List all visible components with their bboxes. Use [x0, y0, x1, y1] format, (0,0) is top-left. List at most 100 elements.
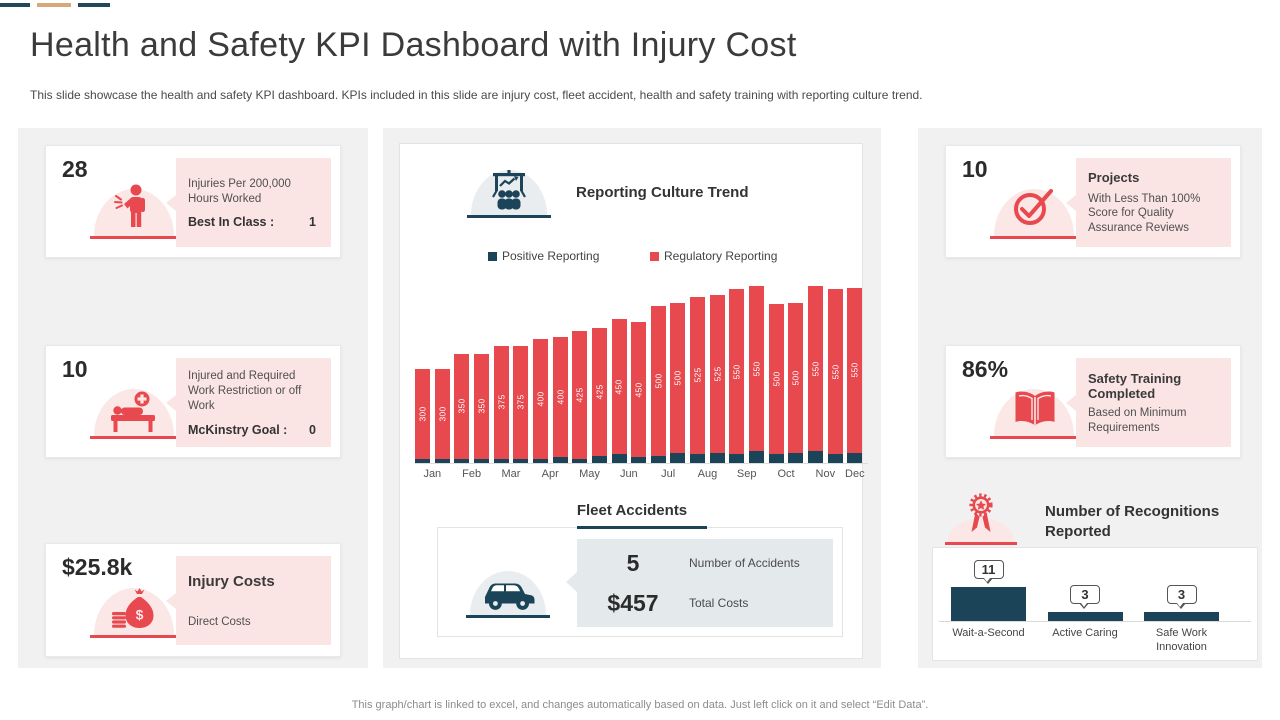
injured-person-icon — [112, 183, 156, 235]
recognition-category-label: Safe Work Innovation — [1155, 627, 1208, 653]
bar-value-label: 350 — [476, 398, 487, 414]
accent-bar — [0, 3, 30, 7]
kpi-description: Based on Minimum Requirements — [1088, 406, 1187, 434]
regulatory-reporting-bar: 500 — [788, 302, 804, 453]
recognition-bar — [951, 587, 1026, 621]
recognition-category-label: Active Caring — [1052, 627, 1118, 639]
reporting-culture-trend-chart[interactable]: 300 300 350 350 375 375 400 400 425 425 450 450 500 5… — [415, 282, 868, 480]
bar-value-label: 500 — [653, 372, 664, 389]
positive-reporting-bar — [532, 458, 548, 463]
legend-label: Positive Reporting — [502, 249, 600, 263]
positive-reporting-bar — [473, 458, 489, 463]
positive-reporting-bar — [513, 458, 529, 463]
svg-text:$: $ — [136, 607, 144, 623]
bar-value-label: 450 — [633, 381, 644, 398]
bar-value-label: 375 — [496, 394, 507, 410]
regulatory-reporting-bar: 500 — [670, 302, 686, 453]
regulatory-reporting-bar: 550 — [847, 287, 863, 453]
slide-subtitle: This slide showcase the health and safet… — [30, 88, 923, 102]
kpi-value: $25.8k — [62, 554, 133, 580]
fleet-row-costs: $457 Total Costs — [577, 585, 833, 621]
regulatory-reporting-bar: 425 — [572, 331, 588, 459]
kpi-goal-value: 0 — [309, 422, 316, 437]
positive-reporting-bar — [729, 454, 745, 463]
regulatory-reporting-bar: 400 — [532, 338, 548, 459]
regulatory-reporting-bar: 300 — [415, 368, 430, 459]
bar-value-label: 450 — [614, 378, 624, 395]
bar-value-label: 500 — [790, 369, 801, 386]
kpi-description: Direct Costs — [188, 615, 251, 628]
bar-value-label: 500 — [771, 371, 782, 387]
page-title: Health and Safety KPI Dashboard with Inj… — [30, 26, 797, 64]
regulatory-reporting-bar: 550 — [808, 286, 823, 451]
positive-swatch-icon — [488, 251, 497, 261]
regulatory-reporting-bar: 500 — [768, 304, 784, 454]
recognition-value-callout: 3 — [1166, 584, 1197, 609]
month-axis-label: Sep — [736, 468, 757, 480]
recognition-value-callout: 11 — [973, 560, 1004, 584]
regulatory-reporting-bar: 375 — [513, 346, 529, 459]
positive-reporting-bar — [552, 457, 568, 463]
car-icon — [480, 576, 538, 610]
regulatory-reporting-bar: 525 — [690, 296, 706, 454]
month-axis-label: Jul — [661, 468, 676, 480]
legend-item-regulatory: Regulatory Reporting — [650, 249, 777, 263]
kpi-note-bubble: Safety Training Completed Based on Minim… — [1066, 358, 1231, 447]
regulatory-reporting-bar: 550 — [729, 289, 745, 454]
presentation-audience-icon — [485, 170, 533, 212]
costs-label: Total Costs — [689, 596, 749, 610]
kpi-card-safety-training: 86% Safety Training Completed Based on M… — [945, 345, 1241, 458]
legend-label: Regulatory Reporting — [664, 249, 778, 263]
month-axis-label: Nov — [815, 468, 836, 480]
kpi-note-bubble: Injured and Required Work Restriction or… — [166, 358, 331, 447]
regulatory-reporting-bar: 500 — [650, 305, 666, 456]
kpi-value: 28 — [62, 156, 88, 182]
regulatory-reporting-bar: 300 — [434, 368, 450, 459]
costs-value: $457 — [607, 589, 659, 616]
regulatory-reporting-bar: 525 — [709, 295, 725, 453]
kpi-card-restricted-work: 10 Injured and Required Work Restriction… — [45, 345, 341, 458]
bar-value-label: 525 — [692, 367, 703, 383]
bar-value-label: 400 — [535, 390, 546, 407]
positive-reporting-bar — [591, 455, 607, 463]
positive-reporting-bar — [572, 458, 588, 463]
regulatory-reporting-bar: 450 — [631, 322, 647, 457]
positive-reporting-bar — [415, 458, 430, 463]
bar-value-label: 300 — [417, 405, 428, 422]
month-axis-label: Oct — [777, 468, 795, 480]
month-axis-label: Feb — [462, 468, 482, 480]
kpi-heading: Safety Training Completed — [1088, 370, 1182, 402]
bar-value-label: 550 — [849, 362, 860, 378]
month-axis-label: May — [579, 468, 600, 480]
kpi-note-bubble: Injuries Per 200,000 Hours Worked Best I… — [166, 158, 331, 247]
bar-value-label: 300 — [437, 405, 448, 422]
fleet-stats-box: 5 Number of Accidents $457 Total Costs — [566, 539, 833, 627]
regulatory-reporting-bar: 425 — [591, 328, 607, 456]
kpi-card-injury-costs: $25.8k $ Injury Costs Direct Costs — [45, 543, 341, 657]
kpi-value: 10 — [62, 356, 88, 382]
regulatory-swatch-icon — [650, 251, 659, 261]
month-axis-label: Apr — [541, 468, 559, 480]
open-book-icon — [1012, 389, 1058, 431]
accidents-label: Number of Accidents — [689, 556, 800, 570]
bar-value-label: 400 — [555, 389, 566, 405]
bar-value-label: 525 — [712, 366, 723, 382]
positive-reporting-bar — [631, 457, 647, 463]
month-axis-label: Mar — [501, 468, 521, 480]
regulatory-reporting-bar: 550 — [749, 286, 765, 451]
fleet-accidents-title: Fleet Accidents — [576, 502, 688, 519]
kpi-value: 10 — [962, 156, 988, 182]
positive-reporting-bar — [768, 454, 784, 463]
regulatory-reporting-bar: 375 — [493, 346, 509, 459]
bar-value-label: 500 — [672, 369, 683, 386]
kpi-description: With Less Than 100% Score for Quality As… — [1088, 192, 1201, 235]
positive-reporting-bar — [690, 454, 706, 463]
regulatory-reporting-bar: 350 — [473, 353, 489, 459]
kpi-card-injuries: 28 Injuries Per 200,000 Hours Worked — [45, 145, 341, 258]
regulatory-reporting-bar: 400 — [552, 337, 568, 457]
month-axis-label: Aug — [697, 468, 718, 480]
recognitions-chart[interactable]: 11 Wait-a-Second 3 Active Caring 3 Safe Work … — [933, 548, 1257, 660]
kpi-note-bubble: Projects With Less Than 100% Score for Q… — [1066, 158, 1231, 247]
regulatory-reporting-bar: 350 — [454, 353, 470, 459]
hospital-bed-icon — [108, 390, 158, 434]
